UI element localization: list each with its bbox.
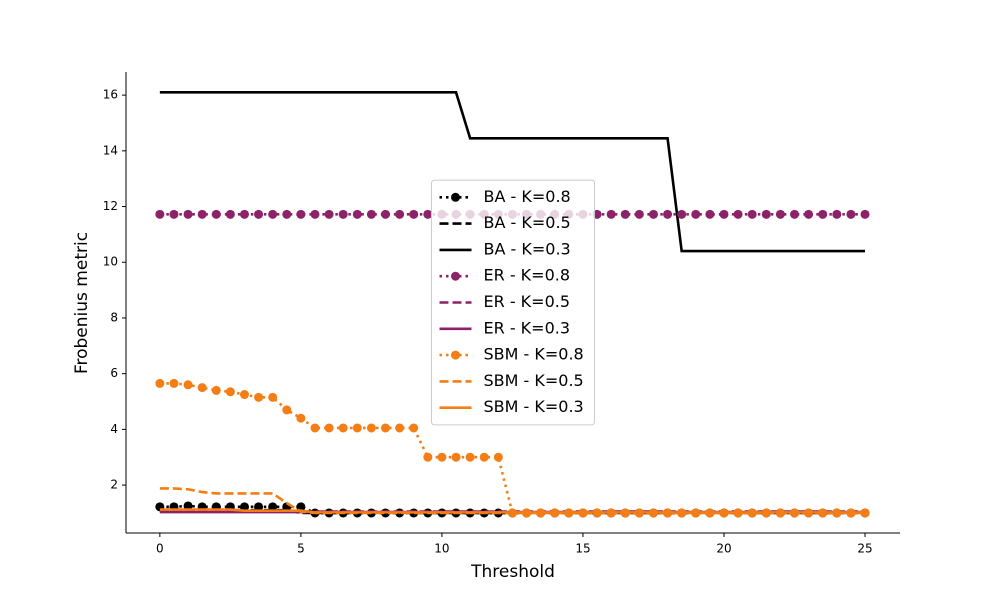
series-marker bbox=[254, 209, 264, 219]
series-marker bbox=[183, 501, 193, 511]
series-marker bbox=[155, 209, 165, 219]
series-marker bbox=[366, 423, 376, 433]
series-marker bbox=[197, 209, 207, 219]
y-tick-label: 14 bbox=[103, 143, 118, 157]
x-axis-label: Threshold bbox=[470, 562, 555, 582]
series-marker bbox=[663, 209, 673, 219]
series-marker bbox=[409, 423, 419, 433]
legend-marker bbox=[451, 192, 460, 202]
series-marker bbox=[338, 423, 348, 433]
y-tick-label: 2 bbox=[110, 478, 118, 492]
legend-text: SBM - K=0.5 bbox=[484, 371, 584, 390]
series-marker bbox=[324, 209, 334, 219]
series-line bbox=[159, 504, 866, 515]
series-marker bbox=[211, 209, 221, 219]
series-marker bbox=[790, 209, 800, 219]
series-marker bbox=[268, 392, 278, 402]
x-tick-label: 15 bbox=[575, 542, 590, 556]
y-axis-label: Frobenius metric bbox=[72, 232, 92, 374]
legend-text: ER - K=0.8 bbox=[484, 266, 571, 285]
series-marker bbox=[310, 423, 320, 433]
x-tick-label: 20 bbox=[716, 542, 731, 556]
y-tick-label: 12 bbox=[103, 199, 118, 213]
legend-text: BA - K=0.8 bbox=[484, 187, 571, 206]
series-marker bbox=[804, 209, 814, 219]
series-marker bbox=[409, 209, 419, 219]
series-marker bbox=[211, 385, 221, 395]
series-marker bbox=[254, 392, 264, 402]
legend-marker bbox=[451, 271, 460, 281]
legend-text: BA - K=0.3 bbox=[484, 239, 571, 258]
series-marker bbox=[747, 209, 757, 219]
series-marker bbox=[719, 209, 729, 219]
series-marker bbox=[366, 209, 376, 219]
series-marker bbox=[282, 209, 292, 219]
x-tick-label: 5 bbox=[297, 542, 305, 556]
series-marker bbox=[381, 209, 391, 219]
series-marker bbox=[846, 209, 856, 219]
series-marker bbox=[197, 383, 207, 393]
series-marker bbox=[493, 452, 503, 462]
legend-text: ER - K=0.5 bbox=[484, 292, 571, 311]
series-marker bbox=[282, 405, 292, 415]
series-marker bbox=[381, 423, 391, 433]
x-tick-label: 25 bbox=[857, 542, 872, 556]
series-marker bbox=[451, 452, 461, 462]
y-tick-label: 8 bbox=[110, 310, 118, 324]
series-marker bbox=[634, 209, 644, 219]
series-marker bbox=[860, 209, 870, 219]
series-marker bbox=[169, 378, 179, 388]
series-marker bbox=[155, 378, 165, 388]
x-tick-label: 10 bbox=[434, 542, 449, 556]
y-tick-label: 6 bbox=[110, 366, 118, 380]
legend-marker bbox=[451, 350, 460, 360]
series-marker bbox=[606, 209, 616, 219]
series-marker bbox=[225, 209, 235, 219]
series-marker bbox=[423, 452, 433, 462]
series-marker bbox=[479, 452, 489, 462]
series-marker bbox=[239, 209, 249, 219]
series-marker bbox=[818, 209, 828, 219]
series-marker bbox=[296, 413, 306, 423]
series-marker bbox=[338, 209, 348, 219]
y-tick-label: 10 bbox=[103, 255, 118, 269]
legend-text: ER - K=0.3 bbox=[484, 318, 571, 337]
series-marker bbox=[239, 390, 249, 400]
y-tick-label: 16 bbox=[103, 88, 118, 102]
series-marker bbox=[225, 387, 235, 397]
series-marker bbox=[775, 209, 785, 219]
series-marker bbox=[677, 209, 687, 219]
y-tick-label: 4 bbox=[110, 422, 118, 436]
series-marker bbox=[310, 209, 320, 219]
legend-text: SBM - K=0.3 bbox=[484, 397, 584, 416]
series-marker bbox=[691, 209, 701, 219]
series-marker bbox=[648, 209, 658, 219]
legend-text: SBM - K=0.8 bbox=[484, 345, 584, 364]
series-marker bbox=[169, 209, 179, 219]
series-marker bbox=[620, 209, 630, 219]
series-line bbox=[159, 508, 866, 514]
series-marker bbox=[465, 452, 475, 462]
series-line bbox=[159, 91, 866, 253]
series-marker bbox=[733, 209, 743, 219]
series-marker bbox=[324, 423, 334, 433]
legend: BA - K=0.8 BA - K=0.5 BA - K=0.3 ER - K=0.8… bbox=[431, 179, 595, 426]
series-marker bbox=[268, 209, 278, 219]
series-marker bbox=[296, 209, 306, 219]
series-marker bbox=[705, 209, 715, 219]
series-marker bbox=[761, 209, 771, 219]
series-marker bbox=[395, 209, 405, 219]
series-marker bbox=[352, 423, 362, 433]
legend-box bbox=[431, 179, 595, 426]
series-marker bbox=[832, 209, 842, 219]
series-marker bbox=[183, 209, 193, 219]
x-tick-label: 0 bbox=[156, 542, 164, 556]
series-marker bbox=[423, 209, 433, 219]
legend-text: BA - K=0.5 bbox=[484, 213, 571, 232]
series-marker bbox=[395, 423, 405, 433]
series-marker bbox=[352, 209, 362, 219]
series-marker bbox=[437, 452, 447, 462]
series-marker bbox=[183, 380, 193, 390]
